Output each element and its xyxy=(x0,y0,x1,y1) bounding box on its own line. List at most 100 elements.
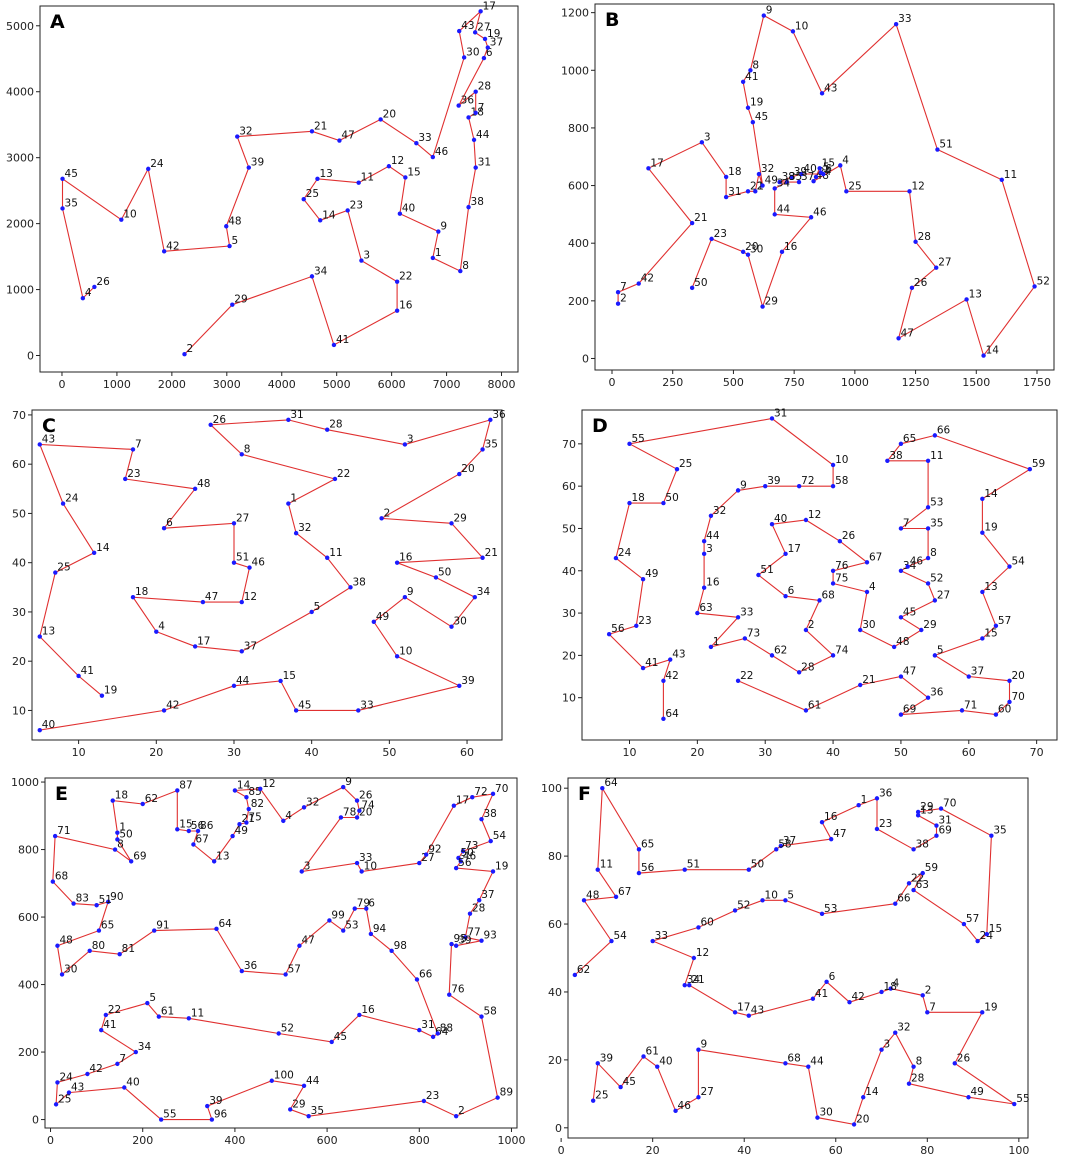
city-point xyxy=(898,441,904,447)
city-label: 56 xyxy=(611,623,625,635)
city-label: 32 xyxy=(306,796,319,808)
city-label: 37 xyxy=(490,37,503,49)
city-point xyxy=(935,147,940,152)
city-label: 52 xyxy=(737,899,750,911)
city-point xyxy=(397,211,403,216)
city-point xyxy=(783,593,788,599)
city-point xyxy=(53,570,58,575)
city-point xyxy=(915,813,921,818)
city-label: 12 xyxy=(391,155,404,167)
city-label: 77 xyxy=(467,926,480,938)
panel-d: 10 20 30 40 50 60 7010203040506070644243415623… xyxy=(562,407,1058,759)
city-label: 7 xyxy=(478,102,485,114)
x-tick-label: 20 xyxy=(149,746,163,759)
city-point xyxy=(110,798,115,803)
x-tick-label: 600 xyxy=(317,1134,338,1147)
city-label: 58 xyxy=(835,475,848,487)
city-point xyxy=(490,791,496,797)
city-point xyxy=(417,860,422,866)
city-point xyxy=(224,224,229,229)
city-point xyxy=(803,708,809,713)
city-point xyxy=(325,555,330,560)
city-label: 79 xyxy=(357,898,370,910)
city-point xyxy=(244,820,249,825)
city-point xyxy=(80,295,86,301)
city-point xyxy=(356,180,361,185)
city-label: 56 xyxy=(458,857,472,869)
x-tick-label: 40 xyxy=(737,1144,751,1155)
city-label: 45 xyxy=(334,1031,347,1043)
city-point xyxy=(650,938,655,944)
city-point xyxy=(460,849,466,854)
city-label: 73 xyxy=(747,627,760,639)
city-point xyxy=(318,218,323,223)
y-tick-label: 3000 xyxy=(6,152,34,165)
city-label: 92 xyxy=(428,844,441,856)
city-point xyxy=(364,906,369,911)
city-label: 64 xyxy=(604,777,618,789)
city-point xyxy=(60,176,65,181)
y-tick-label: 10 xyxy=(562,692,576,705)
city-label: 58 xyxy=(484,1006,497,1018)
city-label: 13 xyxy=(984,581,997,593)
y-tick-label: 80 xyxy=(548,850,562,863)
city-point xyxy=(673,1108,678,1114)
city-label: 55 xyxy=(163,1109,176,1121)
city-label: 47 xyxy=(833,828,846,840)
city-point xyxy=(103,1012,109,1018)
city-label: 64 xyxy=(218,918,232,930)
city-point xyxy=(402,442,408,447)
city-label: 62 xyxy=(577,964,590,976)
city-point xyxy=(879,1047,884,1052)
city-label: 28 xyxy=(801,661,814,673)
city-label: 33 xyxy=(359,852,372,864)
city-label: 9 xyxy=(766,5,773,17)
city-point xyxy=(158,1117,164,1122)
city-label: 43 xyxy=(71,1082,84,1094)
city-point xyxy=(37,634,42,639)
x-tick-label: 500 xyxy=(723,376,744,389)
city-label: 16 xyxy=(824,811,838,823)
city-label: 76 xyxy=(835,560,849,572)
x-tick-label: 1500 xyxy=(962,376,990,389)
city-point xyxy=(458,859,463,864)
city-point xyxy=(723,194,729,200)
city-label: 17 xyxy=(650,157,663,169)
city-label: 56 xyxy=(191,820,205,832)
y-tick-label: 70 xyxy=(562,438,576,451)
city-point xyxy=(920,993,925,998)
city-label: 16 xyxy=(399,552,413,564)
city-label: 26 xyxy=(957,1052,971,1064)
city-point xyxy=(907,189,912,194)
city-label: 28 xyxy=(329,419,342,431)
city-point xyxy=(239,599,244,605)
city-point xyxy=(911,847,916,852)
city-label: 8 xyxy=(117,839,124,851)
city-point xyxy=(301,197,306,202)
city-point xyxy=(130,447,136,452)
city-label: 44 xyxy=(236,675,250,687)
city-point xyxy=(156,1014,162,1019)
city-label: 47 xyxy=(901,327,914,339)
city-label: 25 xyxy=(848,180,861,192)
city-label: 52 xyxy=(930,572,943,584)
city-label: 52 xyxy=(281,1022,294,1034)
x-tick-label: 100 xyxy=(1008,1144,1029,1155)
city-point xyxy=(932,433,938,438)
city-point xyxy=(140,801,145,807)
city-label: 17 xyxy=(737,1001,750,1013)
city-point xyxy=(790,29,796,34)
city-point xyxy=(133,1049,139,1055)
city-point xyxy=(993,623,999,628)
city-label: 38 xyxy=(889,450,902,462)
city-label: 24 xyxy=(65,493,79,505)
city-point xyxy=(231,560,237,565)
city-point xyxy=(856,802,861,808)
city-point xyxy=(668,657,673,662)
city-label: 48 xyxy=(59,935,72,947)
city-label: 17 xyxy=(197,635,210,647)
city-label: 36 xyxy=(879,787,893,799)
city-point xyxy=(864,560,870,565)
city-point xyxy=(975,938,980,944)
city-point xyxy=(297,943,302,948)
